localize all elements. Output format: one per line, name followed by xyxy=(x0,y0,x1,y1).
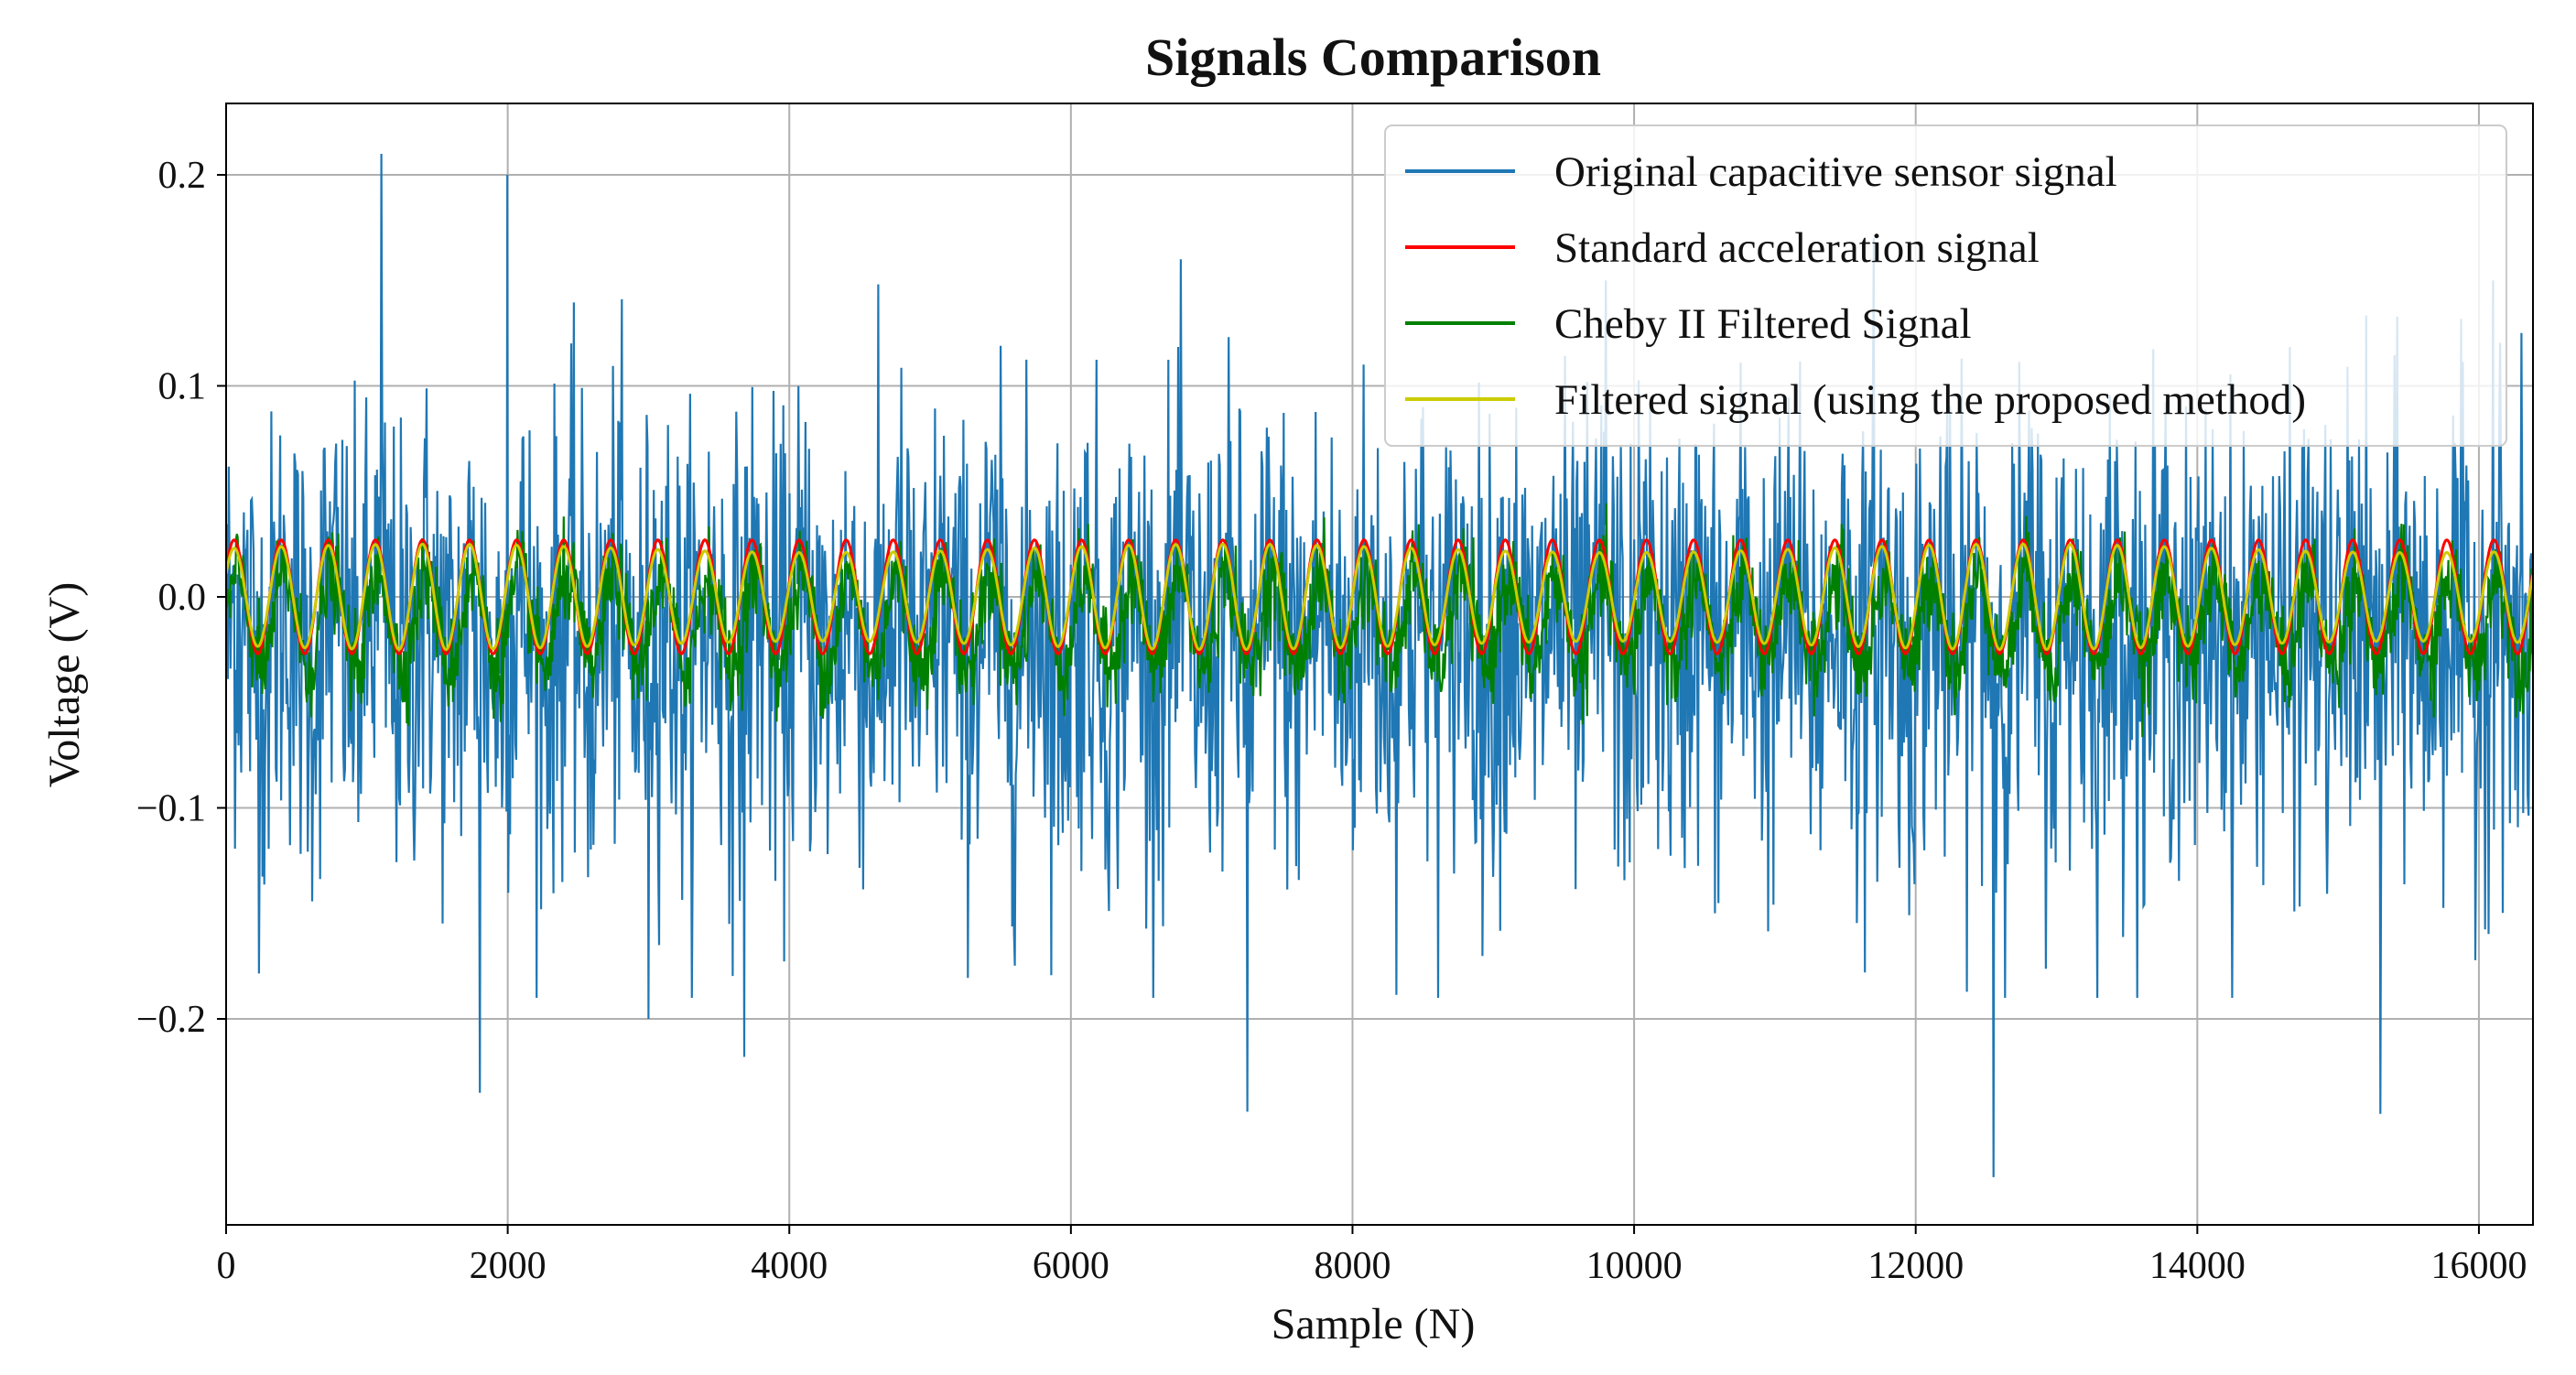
x-tick-label: 8000 xyxy=(1314,1245,1391,1287)
legend-label: Original capacitive sensor signal xyxy=(1554,148,2117,196)
legend-label: Filtered signal (using the proposed meth… xyxy=(1554,376,2306,424)
cheby-filtered-line xyxy=(226,503,2533,738)
y-tick-label: 0.0 xyxy=(158,577,207,619)
y-tick-label: 0.2 xyxy=(158,155,207,197)
x-tick-label: 6000 xyxy=(1033,1245,1109,1287)
plot-frame xyxy=(225,103,2534,1226)
y-tick-label: −0.2 xyxy=(136,999,206,1041)
y-axis-label: Voltage (V) xyxy=(40,582,89,787)
x-tick-label: 0 xyxy=(217,1245,236,1287)
legend-box xyxy=(1384,125,2507,447)
x-tick-label: 4000 xyxy=(751,1245,828,1287)
x-tick-label: 12000 xyxy=(1867,1245,1964,1287)
proposed-filtered-line xyxy=(226,542,2533,652)
x-tick-label: 16000 xyxy=(2430,1245,2527,1287)
y-tick-label: 0.1 xyxy=(158,366,207,408)
y-tick-label: −0.1 xyxy=(136,788,206,830)
legend-label: Cheby II Filtered Signal xyxy=(1554,300,1972,348)
legend-label: Standard acceleration signal xyxy=(1554,224,2040,272)
series-layer xyxy=(226,153,2533,1177)
x-tick-label: 10000 xyxy=(1586,1245,1683,1287)
x-tick-label: 2000 xyxy=(470,1245,547,1287)
chart-title: Signals Comparison xyxy=(1145,27,1601,87)
legend: Original capacitive sensor signal Standar… xyxy=(1384,125,2507,447)
x-axis-label: Sample (N) xyxy=(1272,1300,1476,1348)
ticks: 0 2000 4000 6000 8000 10000 12000 14000 16000 0.2… xyxy=(136,155,2527,1287)
x-tick-label: 14000 xyxy=(2149,1245,2246,1287)
